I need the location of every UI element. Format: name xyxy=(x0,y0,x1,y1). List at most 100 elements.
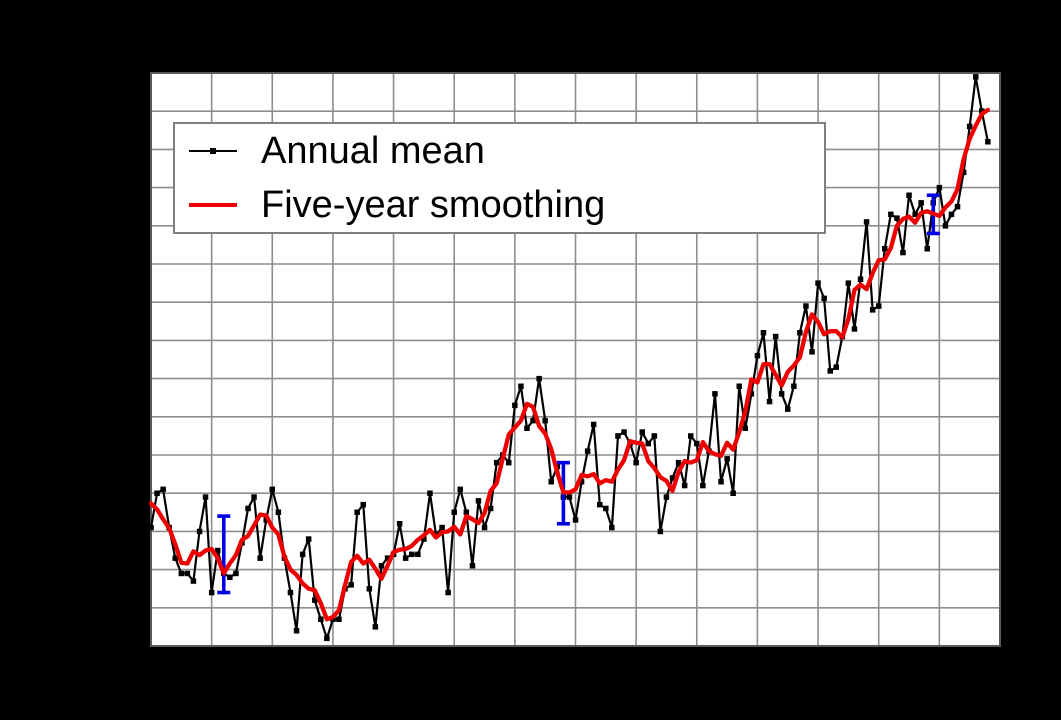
five-year-smoothing-sample-line xyxy=(189,203,237,207)
data-point-marker xyxy=(299,551,306,558)
data-point-marker xyxy=(833,364,839,370)
data-point-marker xyxy=(409,551,415,558)
data-point-marker xyxy=(742,425,748,431)
data-point-marker xyxy=(845,280,852,286)
data-point-marker xyxy=(530,417,536,424)
data-point-marker xyxy=(863,219,870,225)
data-point-marker xyxy=(809,349,815,355)
data-point-marker xyxy=(536,375,542,382)
data-point-marker xyxy=(791,383,797,389)
data-point-marker xyxy=(481,524,488,531)
legend-label-five-year-smoothing: Five-year smoothing xyxy=(261,184,606,226)
data-point-marker xyxy=(760,330,767,336)
data-point-marker xyxy=(366,586,373,592)
data-point-marker xyxy=(754,352,761,359)
data-point-marker xyxy=(888,211,894,218)
data-point-marker xyxy=(621,429,627,435)
data-point-marker xyxy=(542,417,548,424)
data-point-marker xyxy=(639,429,645,435)
data-point-marker xyxy=(427,490,433,496)
data-point-marker xyxy=(196,528,203,535)
data-point-marker xyxy=(851,326,858,332)
data-point-marker xyxy=(615,433,621,439)
data-point-marker xyxy=(694,440,700,447)
data-point-marker xyxy=(524,425,530,431)
five-year-smoothing-line-sample xyxy=(189,186,237,224)
data-point-marker xyxy=(415,551,421,558)
data-point-marker xyxy=(597,501,603,508)
data-point-marker xyxy=(172,555,178,561)
data-point-marker xyxy=(372,624,379,630)
data-point-marker xyxy=(305,536,312,542)
data-point-marker xyxy=(457,486,463,493)
data-point-marker xyxy=(202,494,209,500)
data-point-marker xyxy=(251,494,257,500)
data-point-marker xyxy=(312,597,318,603)
data-point-marker xyxy=(487,505,494,512)
data-point-marker xyxy=(190,578,197,584)
data-point-marker xyxy=(906,192,912,198)
data-point-marker xyxy=(821,295,827,302)
five-year-smoothing-series xyxy=(148,107,991,622)
data-point-marker xyxy=(518,383,524,389)
data-point-marker xyxy=(912,211,918,218)
data-point-marker xyxy=(766,398,773,405)
data-point-marker xyxy=(269,486,275,493)
data-point-marker xyxy=(160,486,166,493)
data-point-marker xyxy=(797,330,803,336)
data-point-marker xyxy=(942,223,949,229)
data-point-marker xyxy=(876,303,882,309)
data-point-marker xyxy=(688,433,694,439)
data-point-marker xyxy=(748,391,755,397)
data-point-marker xyxy=(936,184,943,191)
data-point-marker xyxy=(894,215,900,221)
data-point-marker xyxy=(657,528,664,535)
data-point-marker xyxy=(681,482,688,489)
data-point-marker xyxy=(384,555,391,561)
data-point-marker xyxy=(324,635,330,642)
data-point-marker xyxy=(439,524,445,531)
data-point-marker xyxy=(318,616,324,622)
data-point-marker xyxy=(215,547,221,554)
data-point-marker xyxy=(275,509,282,515)
data-point-marker xyxy=(445,589,451,596)
data-point-marker xyxy=(233,570,239,577)
data-point-marker xyxy=(402,555,409,561)
data-point-marker xyxy=(609,524,615,531)
data-point-marker xyxy=(512,402,518,409)
data-point-marker xyxy=(772,333,779,340)
data-point-marker xyxy=(985,139,991,145)
data-point-marker xyxy=(803,303,809,309)
data-point-marker xyxy=(651,433,658,439)
data-point-marker xyxy=(785,406,791,412)
data-point-marker xyxy=(506,459,512,466)
data-point-marker xyxy=(979,108,985,114)
data-point-marker xyxy=(675,459,682,466)
data-point-marker xyxy=(954,203,961,210)
data-point-marker xyxy=(354,509,360,515)
data-point-marker xyxy=(966,123,973,130)
data-point-marker xyxy=(336,616,342,622)
data-point-marker xyxy=(566,494,573,500)
data-point-marker xyxy=(475,498,482,504)
data-point-marker xyxy=(827,368,833,374)
data-point-marker xyxy=(245,505,251,512)
annual-mean-line-sample xyxy=(189,132,237,170)
legend: Annual mean Five-year smoothing xyxy=(173,122,826,234)
data-point-marker xyxy=(148,524,154,531)
data-point-marker xyxy=(633,459,639,466)
data-point-marker xyxy=(208,589,215,596)
data-point-marker xyxy=(882,246,888,252)
data-point-marker xyxy=(293,628,300,634)
data-point-marker xyxy=(578,479,585,485)
data-point-marker xyxy=(730,490,736,496)
data-point-marker xyxy=(869,307,876,313)
data-point-marker xyxy=(900,249,906,256)
data-point-marker xyxy=(396,521,403,527)
legend-label-annual-mean: Annual mean xyxy=(261,130,485,172)
data-point-marker xyxy=(973,74,979,80)
data-point-marker xyxy=(451,509,457,515)
data-point-marker xyxy=(463,509,470,515)
data-point-marker xyxy=(287,589,294,596)
